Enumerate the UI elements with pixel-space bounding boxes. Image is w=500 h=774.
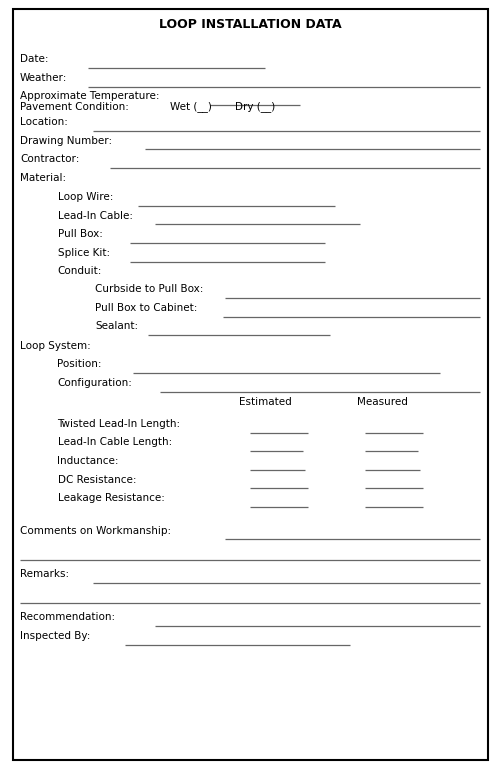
Text: Material:: Material: [20, 173, 66, 183]
Text: Inductance:: Inductance: [58, 456, 119, 466]
Text: Loop Wire:: Loop Wire: [58, 192, 113, 202]
Text: LOOP INSTALLATION DATA: LOOP INSTALLATION DATA [158, 18, 342, 31]
Text: Pull Box:: Pull Box: [58, 229, 102, 239]
Text: Contractor:: Contractor: [20, 154, 80, 164]
Text: Pavement Condition:: Pavement Condition: [20, 102, 129, 112]
Text: Inspected By:: Inspected By: [20, 631, 90, 641]
Text: Comments on Workmanship:: Comments on Workmanship: [20, 526, 171, 536]
Text: Measured: Measured [357, 397, 408, 407]
Text: Twisted Lead-In Length:: Twisted Lead-In Length: [58, 419, 180, 429]
Text: Lead-In Cable:: Lead-In Cable: [58, 211, 132, 221]
Text: Estimated: Estimated [238, 397, 292, 407]
Text: Weather:: Weather: [20, 73, 68, 83]
Text: Curbside to Pull Box:: Curbside to Pull Box: [95, 284, 204, 294]
Text: Conduit:: Conduit: [58, 265, 102, 276]
Text: Loop System:: Loop System: [20, 341, 91, 351]
Text: DC Resistance:: DC Resistance: [58, 474, 136, 485]
Text: Position:: Position: [58, 359, 102, 369]
Text: Dry (__): Dry (__) [235, 101, 275, 112]
Text: Configuration:: Configuration: [58, 378, 132, 388]
Text: Remarks:: Remarks: [20, 569, 69, 579]
Text: Pull Box to Cabinet:: Pull Box to Cabinet: [95, 303, 198, 313]
Text: Lead-In Cable Length:: Lead-In Cable Length: [58, 437, 172, 447]
Text: Wet (__): Wet (__) [170, 101, 212, 112]
Text: Splice Kit:: Splice Kit: [58, 248, 110, 258]
Text: Drawing Number:: Drawing Number: [20, 135, 112, 146]
Text: Location:: Location: [20, 117, 68, 127]
Text: Recommendation:: Recommendation: [20, 612, 115, 622]
Text: Approximate Temperature:: Approximate Temperature: [20, 91, 160, 101]
Text: Date:: Date: [20, 54, 48, 64]
Text: Sealant:: Sealant: [95, 321, 138, 331]
Text: Leakage Resistance:: Leakage Resistance: [58, 493, 164, 503]
